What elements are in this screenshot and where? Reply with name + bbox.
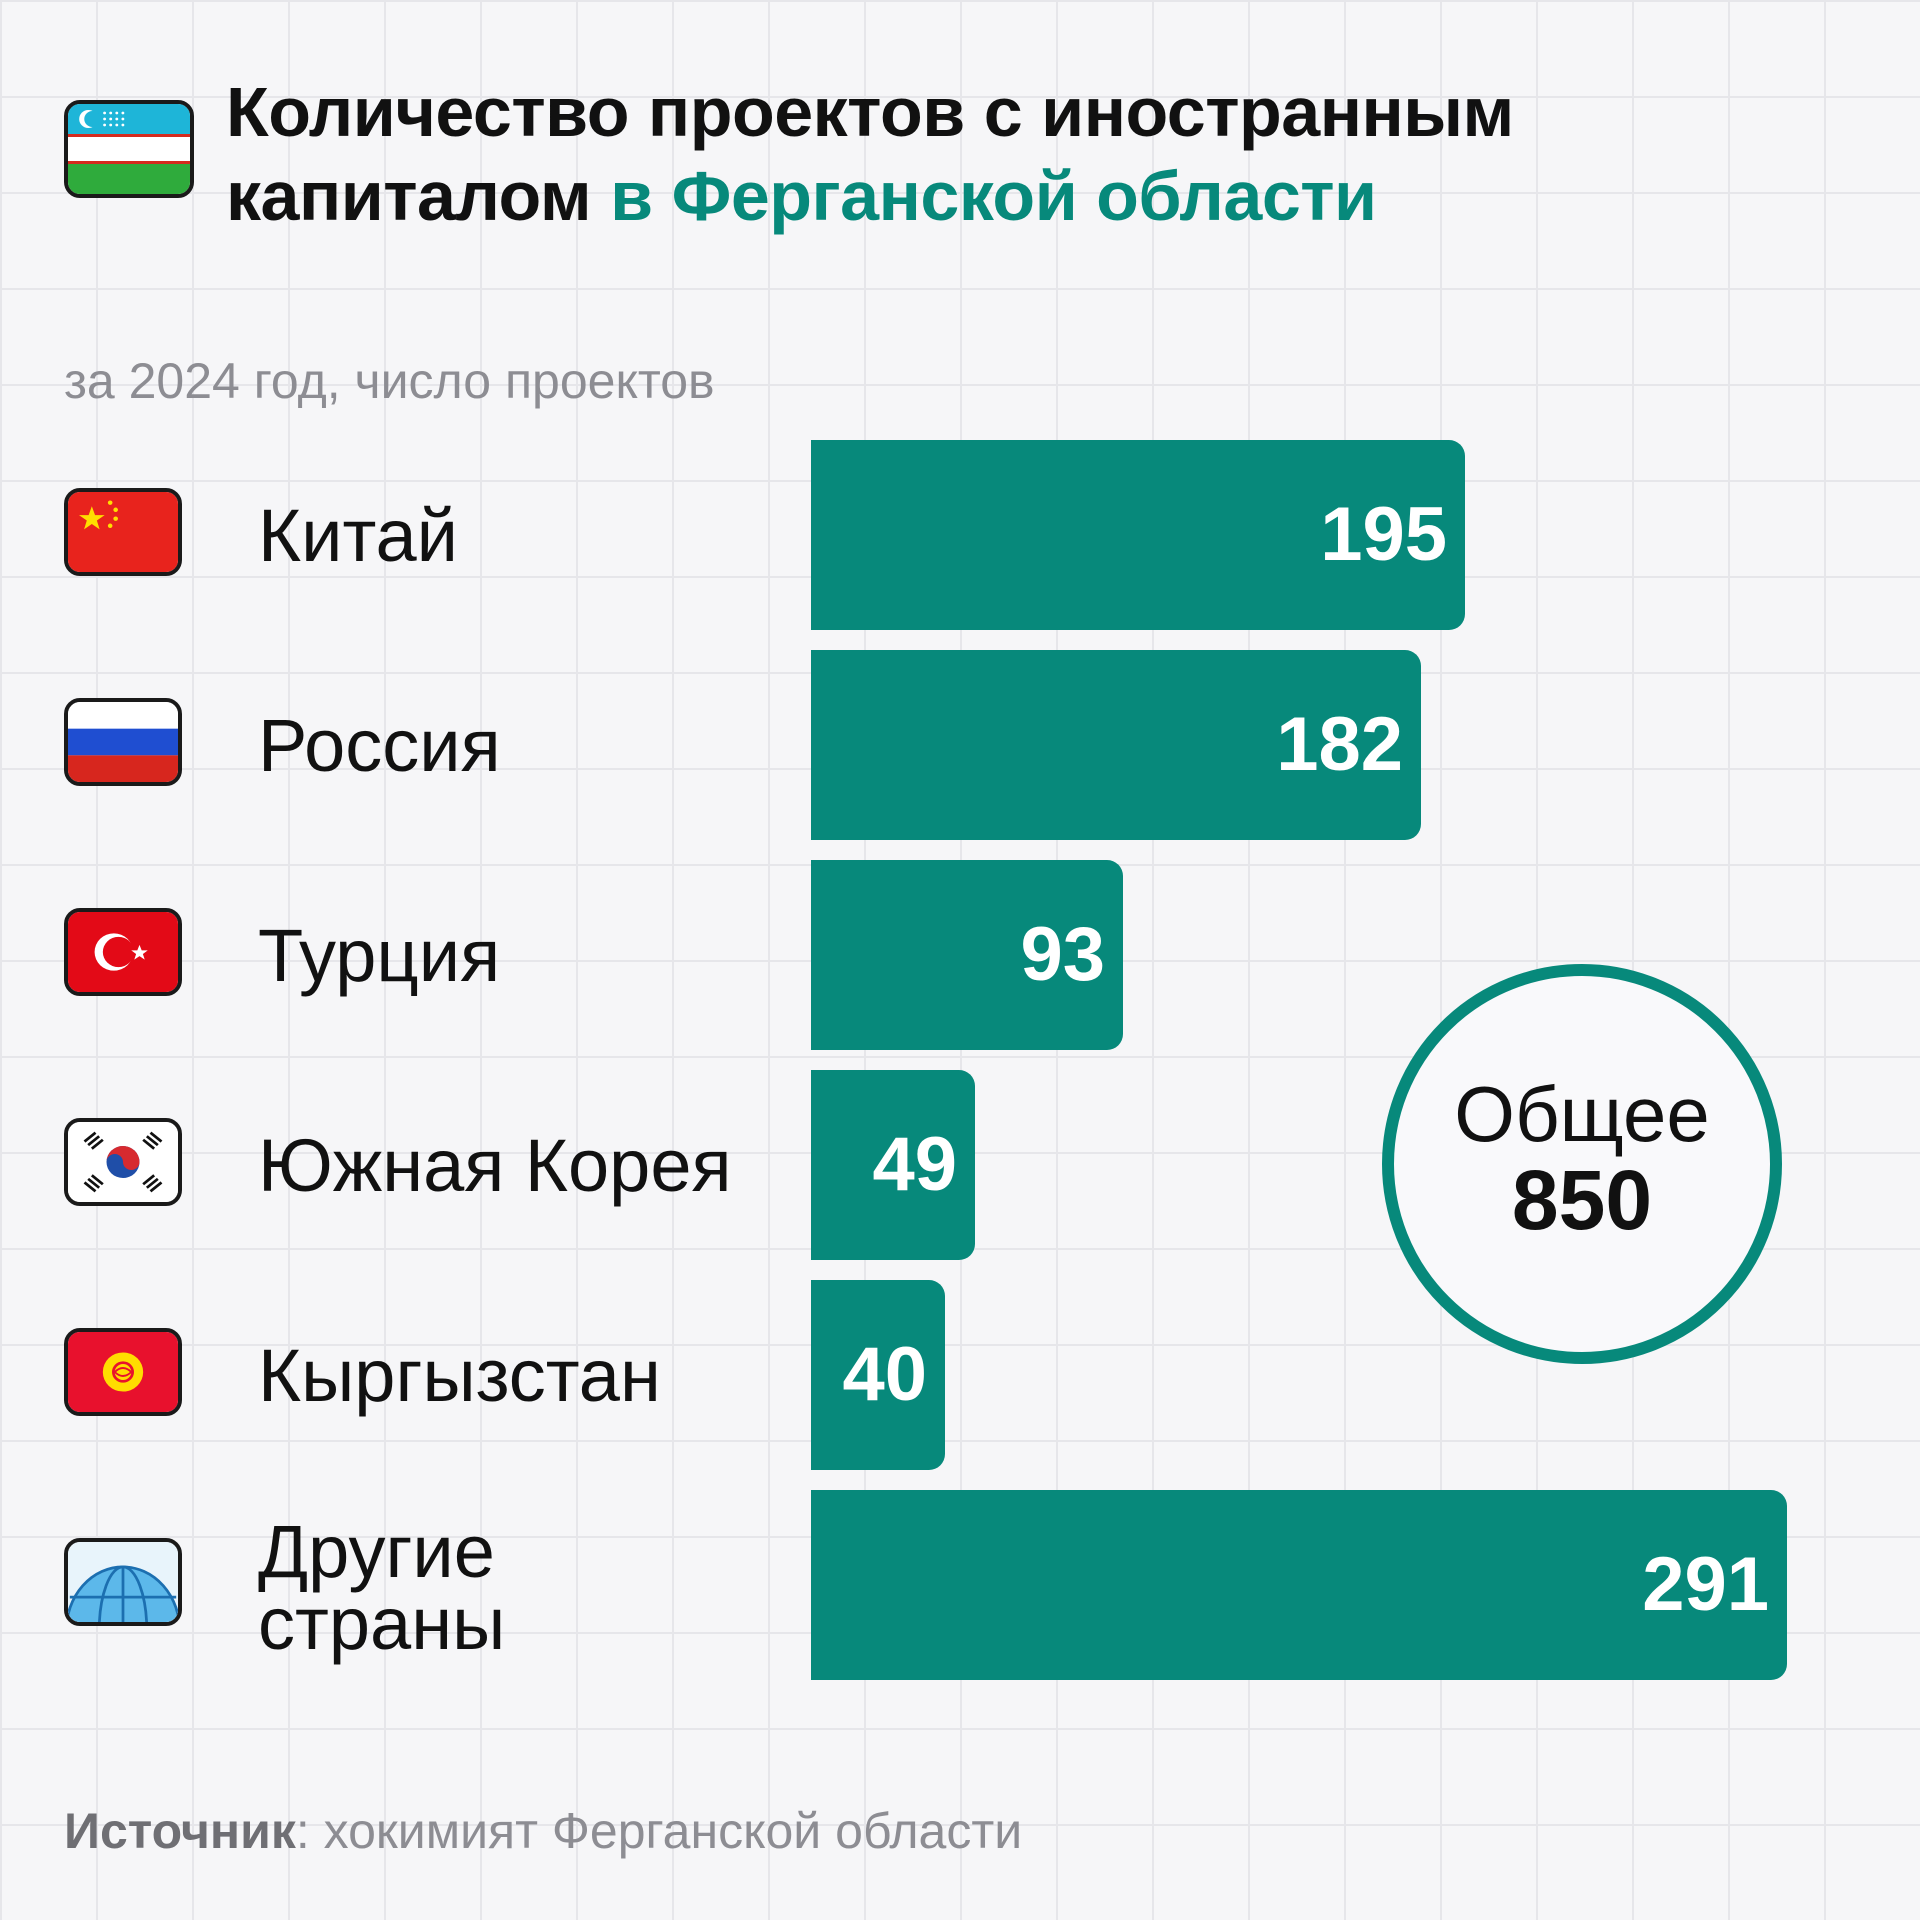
title-line-1: Количество проектов с иностранным: [226, 73, 1514, 151]
source-note: Источник: хокимият Ферганской области: [64, 1802, 1022, 1860]
total-badge: Общее 850: [1382, 964, 1782, 1364]
total-label: Общее: [1454, 1070, 1710, 1158]
source-label: Источник: [64, 1803, 296, 1859]
row-label-other-line-1: Другие: [258, 1510, 495, 1593]
bar-1: 182: [811, 650, 1421, 840]
chart-subtitle: за 2024 год, число проектов: [64, 353, 715, 409]
uzbekistan-flag-icon: [64, 100, 194, 198]
row-label-china: Китай: [258, 494, 458, 577]
bar-value-label: 93: [1020, 912, 1105, 997]
total-value: 850: [1511, 1153, 1653, 1247]
row-label-kyrgyzstan: Кыргызстан: [258, 1334, 661, 1417]
kyrgyzstan-flag-icon: [64, 1328, 182, 1416]
bar-value-label: 182: [1276, 702, 1403, 787]
russia-flag-icon: [64, 698, 182, 786]
row-label-russia: Россия: [258, 704, 501, 787]
title-accent: в Ферганской области: [610, 157, 1377, 235]
page-title: Количество проектов с иностранным капита…: [226, 70, 1514, 238]
turkey-flag-icon: [64, 908, 182, 996]
south-korea-flag-icon: [64, 1118, 182, 1206]
bar-2: 93: [811, 860, 1123, 1050]
bar-value-label: 40: [842, 1332, 927, 1417]
source-text: : хокимият Ферганской области: [295, 1803, 1023, 1859]
row-label-south-korea: Южная Корея: [258, 1124, 732, 1207]
bar-5: 291: [811, 1490, 1787, 1680]
bar-value-label: 291: [1642, 1542, 1769, 1627]
bar-4: 40: [811, 1280, 945, 1470]
row-label-turkey: Турция: [258, 914, 501, 997]
row-label-other-countries: Другие страны: [258, 1515, 505, 1661]
bar-value-label: 195: [1320, 492, 1447, 577]
bar-0: 195: [811, 440, 1465, 630]
title-line-2: капиталом: [226, 157, 611, 235]
bar-3: 49: [811, 1070, 975, 1260]
china-flag-icon: [64, 488, 182, 576]
row-label-other-line-2: страны: [258, 1582, 506, 1665]
bar-value-label: 49: [872, 1122, 957, 1207]
globe-icon: [64, 1538, 182, 1626]
